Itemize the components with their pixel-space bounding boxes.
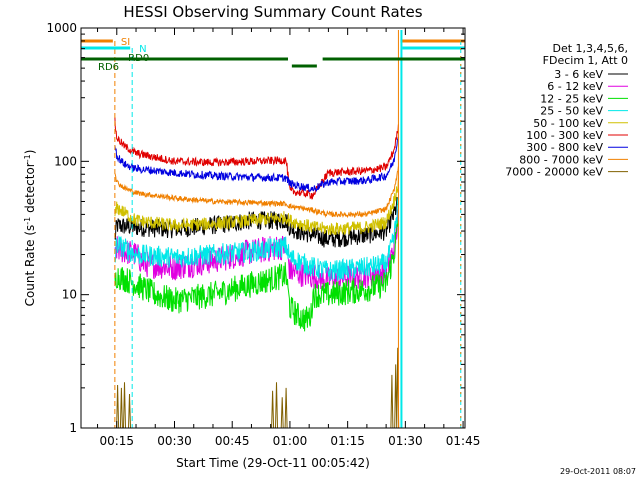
y-axis-label-exp2: -1 xyxy=(23,154,32,162)
y-tick-label: 10 xyxy=(62,288,77,302)
x-tick-label: 00:45 xyxy=(215,434,250,448)
timestamp: 29-Oct-2011 08:07 xyxy=(560,467,636,476)
rd6-flag-label: RD6 xyxy=(98,62,119,73)
series-line-300-800-kev xyxy=(114,136,399,193)
y-tick-label: 1000 xyxy=(46,21,77,35)
series-line-3-6-kev xyxy=(114,197,399,248)
x-tick-label: 00:15 xyxy=(99,434,134,448)
plot-frame xyxy=(80,27,466,429)
series-line-50-100-kev xyxy=(114,177,399,236)
legend-header-line-2: FDecim 1, Att 0 xyxy=(543,54,628,67)
x-tick-label: 01:45 xyxy=(446,434,481,448)
si-flag-label: SI xyxy=(121,37,130,48)
y-axis-label-end: ) xyxy=(23,150,37,155)
y-axis-label: Count Rate (s-1 detector-1) xyxy=(23,150,38,307)
tick-layer: 00:15 00:30 00:45 01:00 01:15 01:30 01:45 1 10 10… xyxy=(46,21,480,448)
y-axis-label-mid: detector xyxy=(23,162,37,217)
x-tick-label: 01:00 xyxy=(273,434,308,448)
series-line-7000-20000-kev xyxy=(114,347,400,429)
legend-header-line-1: Det 1,3,4,5,6, xyxy=(552,42,628,55)
legend-label-100-300-kev: 100 - 300 keV xyxy=(526,129,603,142)
series-line-12-25-kev xyxy=(114,220,399,332)
legend: Det 1,3,4,5,6, FDecim 1, Att 0 3 - 6 keV… xyxy=(505,42,628,179)
series-layer xyxy=(114,117,400,429)
legend-label-6-12-kev: 6 - 12 keV xyxy=(547,80,603,93)
x-tick-label: 00:30 xyxy=(157,434,192,448)
legend-label-300-800-kev: 300 - 800 keV xyxy=(526,141,603,154)
y-tick-label: 100 xyxy=(54,154,77,168)
series-line-800-7000-kev xyxy=(114,166,399,219)
series-line-100-300-kev xyxy=(114,117,399,200)
y-axis-label-main: Count Rate (s xyxy=(23,225,37,307)
legend-label-800-7000-kev: 800 - 7000 keV xyxy=(519,153,603,166)
chart-title: HESSI Observing Summary Count Rates xyxy=(123,3,422,21)
x-axis-label: Start Time (29-Oct-11 00:05:42) xyxy=(176,456,370,470)
legend-label-50-100-kev: 50 - 100 keV xyxy=(533,117,603,130)
legend-label-25-50-kev: 25 - 50 keV xyxy=(540,105,603,118)
legend-label-7000-20000-kev: 7000 - 20000 keV xyxy=(505,166,603,179)
legend-label-12-25-kev: 12 - 25 keV xyxy=(540,92,603,105)
y-axis-label-exp1: -1 xyxy=(23,217,32,225)
x-tick-label: 01:15 xyxy=(330,434,365,448)
series-line-25-50-kev xyxy=(114,197,399,281)
x-tick-label: 01:30 xyxy=(388,434,423,448)
legend-label-3-6-kev: 3 - 6 keV xyxy=(554,68,603,81)
y-tick-label: 1 xyxy=(69,421,77,435)
rd0-flag-label: RD0 xyxy=(128,53,149,64)
night-flag-label: N xyxy=(139,44,146,55)
